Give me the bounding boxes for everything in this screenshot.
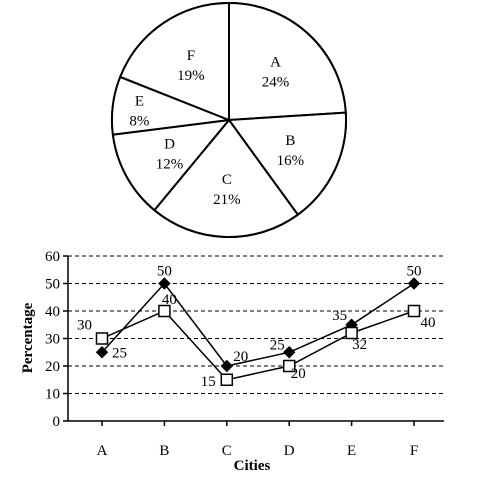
pie-value-b: 16%: [277, 153, 305, 169]
x-tick-label-c: C: [222, 443, 232, 459]
y-tick-label: 40: [45, 304, 60, 320]
pie-value-a: 24%: [262, 75, 290, 91]
data-label: 30: [77, 318, 92, 334]
pie-value-d: 12%: [156, 157, 184, 173]
pie-label-d: D: [164, 137, 175, 153]
data-label: 20: [291, 366, 306, 382]
series-line-1: [101, 282, 415, 367]
line-chart: Cities Percentage 0 10 20 30 40 50 60 A B C D E F 25 5…: [20, 249, 444, 474]
x-tick-label-d: D: [284, 443, 295, 459]
diamond-point: [95, 346, 109, 359]
data-label: 20: [233, 349, 248, 365]
square-point: [407, 304, 421, 318]
diamond-point: [407, 277, 421, 290]
square-point: [345, 326, 358, 340]
y-tick-label: 50: [45, 277, 60, 293]
x-tick-label-a: A: [97, 443, 108, 459]
square-point: [220, 373, 234, 386]
square-point: [158, 304, 171, 318]
data-label: 32: [352, 337, 367, 353]
diamond-point: [220, 359, 234, 373]
data-label: 35: [332, 308, 347, 324]
y-axis-title: Percentage: [20, 302, 36, 373]
pie-value-f: 19%: [177, 68, 205, 84]
pie-slice-a: [228, 2, 347, 121]
x-tick-label-b: B: [159, 443, 169, 459]
square-point: [282, 359, 296, 373]
x-tick-label-f: F: [410, 443, 418, 459]
diamond-point: [158, 277, 171, 290]
data-label: 40: [421, 315, 436, 331]
y-tick-label: 30: [45, 332, 60, 348]
x-tick-label-e: E: [347, 443, 356, 459]
data-label: 40: [162, 292, 177, 308]
data-label: 50: [157, 264, 172, 280]
pie-value-c: 21%: [213, 192, 241, 208]
data-label: 25: [112, 345, 127, 361]
diamond-point: [282, 346, 296, 359]
x-axis-title: Cities: [234, 458, 271, 474]
series-line-2: [101, 310, 415, 381]
pie-chart: A 24% B 16% C 21% D 12% E 8% F 19%: [111, 2, 347, 238]
square-point: [95, 332, 109, 345]
pie-label-c: C: [222, 172, 232, 188]
pie-slice-f: [119, 2, 230, 121]
data-label: 50: [407, 264, 422, 280]
pie-slice-b: [228, 111, 347, 216]
pie-value-e: 8%: [129, 113, 149, 129]
pie-label-f: F: [187, 48, 195, 64]
y-tick-label: 0: [53, 414, 61, 430]
y-tick-label: 60: [45, 249, 60, 265]
pie-slice-d: [111, 119, 230, 212]
pie-label-e: E: [135, 93, 144, 109]
data-label: 25: [270, 337, 285, 353]
y-tick-label: 10: [45, 387, 60, 403]
y-tick-label: 20: [45, 359, 60, 375]
data-label: 15: [201, 374, 216, 390]
pie-label-a: A: [270, 55, 281, 71]
pie-slice-c: [153, 119, 299, 238]
pie-label-b: B: [285, 133, 295, 149]
